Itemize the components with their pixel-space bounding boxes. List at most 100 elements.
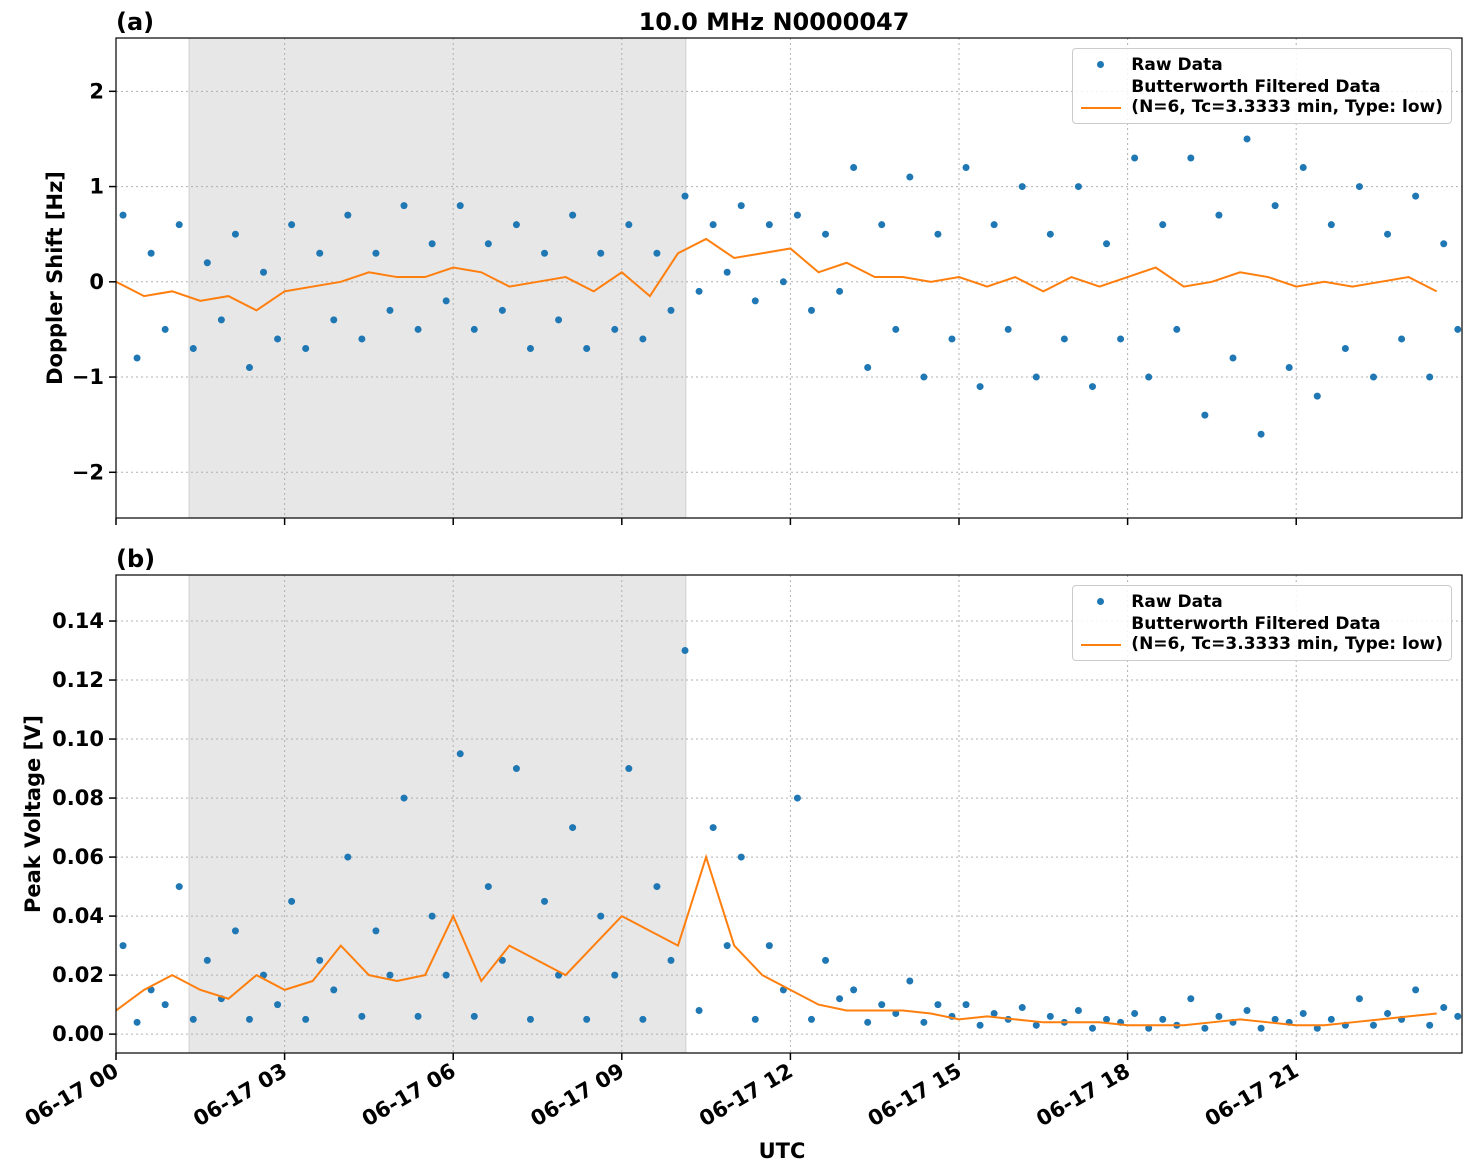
raw-point (737, 202, 745, 210)
y-tick-label: −2 (72, 460, 104, 484)
raw-point (498, 306, 506, 314)
raw-point (1229, 354, 1237, 362)
legend-entry: Butterworth Filtered Data (N=6, Tc=3.333… (1081, 77, 1443, 117)
legend-line (1081, 644, 1122, 646)
legend-key (1081, 614, 1122, 646)
raw-point (751, 297, 759, 305)
raw-point (723, 268, 731, 276)
raw-point (358, 335, 366, 343)
raw-point (1341, 344, 1349, 352)
raw-point (133, 354, 141, 362)
raw-point (850, 986, 858, 994)
y-tick-label: 0.08 (52, 786, 104, 810)
raw-point (1074, 183, 1082, 191)
y-tick-label: 0.06 (52, 845, 104, 869)
x-tick-label: 06-17 06 (358, 1059, 460, 1132)
raw-point (962, 164, 970, 172)
legend-dot (1097, 61, 1105, 68)
raw-point (330, 986, 338, 994)
legend-label: Butterworth Filtered Data (N=6, Tc=3.333… (1131, 614, 1443, 654)
y-tick-label: 0.14 (52, 609, 104, 633)
raw-point (948, 335, 956, 343)
raw-point (119, 942, 127, 950)
raw-point (990, 221, 998, 229)
raw-point (1426, 373, 1434, 381)
y-tick-label: 1 (89, 175, 104, 199)
raw-point (1032, 373, 1040, 381)
raw-point (428, 240, 436, 248)
x-tick-label: 06-17 09 (526, 1059, 628, 1132)
legend-key (1081, 55, 1121, 75)
raw-point (147, 249, 155, 257)
raw-point (1257, 1024, 1265, 1032)
raw-point (878, 221, 886, 229)
raw-point (1440, 240, 1448, 248)
chart-title: 10.0 MHz N0000047 (639, 8, 910, 36)
raw-point (1131, 1009, 1139, 1017)
raw-point (1046, 230, 1054, 238)
raw-point (470, 325, 478, 333)
raw-point (302, 1015, 310, 1023)
raw-point (288, 221, 296, 229)
raw-point (484, 240, 492, 248)
raw-point (920, 1018, 928, 1026)
raw-point (695, 1007, 703, 1015)
raw-point (583, 344, 591, 352)
legend: Raw Data Butterworth Filtered Data (N=6, … (1072, 48, 1452, 124)
raw-point (1215, 1012, 1223, 1020)
raw-point (526, 1015, 534, 1023)
raw-point (807, 306, 815, 314)
raw-point (1271, 202, 1279, 210)
legend-label: Raw Data (1131, 55, 1223, 75)
raw-point (793, 211, 801, 219)
raw-point (344, 853, 352, 861)
raw-point (231, 230, 239, 238)
raw-point (1004, 325, 1012, 333)
y-tick-label: 0.00 (52, 1022, 104, 1046)
x-tick-label: 06-17 21 (1201, 1059, 1303, 1132)
raw-point (1454, 325, 1462, 333)
raw-point (737, 853, 745, 861)
shaded-span (188, 574, 687, 1054)
raw-point (667, 306, 675, 314)
legend-label: Butterworth Filtered Data (N=6, Tc=3.333… (1131, 77, 1443, 117)
raw-point (1384, 1009, 1392, 1017)
raw-point (681, 192, 689, 200)
raw-point (1088, 383, 1096, 391)
raw-point (569, 211, 577, 219)
raw-point (161, 325, 169, 333)
legend-entry: Raw Data (1081, 592, 1443, 612)
y-tick-label: 0 (89, 270, 104, 294)
raw-point (1243, 135, 1251, 143)
raw-point (906, 977, 914, 985)
raw-point (245, 364, 253, 372)
raw-point (1313, 1024, 1321, 1032)
raw-point (920, 373, 928, 381)
raw-point (217, 316, 225, 324)
raw-point (934, 1001, 942, 1009)
raw-point (1454, 1012, 1462, 1020)
raw-point (639, 1015, 647, 1023)
raw-point (906, 173, 914, 181)
raw-point (1426, 1021, 1434, 1029)
raw-point (189, 344, 197, 352)
raw-point (990, 1009, 998, 1017)
raw-point (611, 325, 619, 333)
y-tick-label: 0.04 (52, 904, 104, 928)
raw-point (372, 249, 380, 257)
raw-point (1103, 1015, 1111, 1023)
raw-point (976, 383, 984, 391)
raw-point (386, 971, 394, 979)
raw-point (456, 202, 464, 210)
raw-point (1032, 1021, 1040, 1029)
raw-point (822, 956, 830, 964)
raw-point (611, 971, 619, 979)
raw-point (414, 1012, 422, 1020)
raw-point (203, 259, 211, 267)
raw-point (1131, 154, 1139, 162)
raw-point (709, 221, 717, 229)
raw-point (1159, 221, 1167, 229)
raw-point (175, 883, 183, 891)
